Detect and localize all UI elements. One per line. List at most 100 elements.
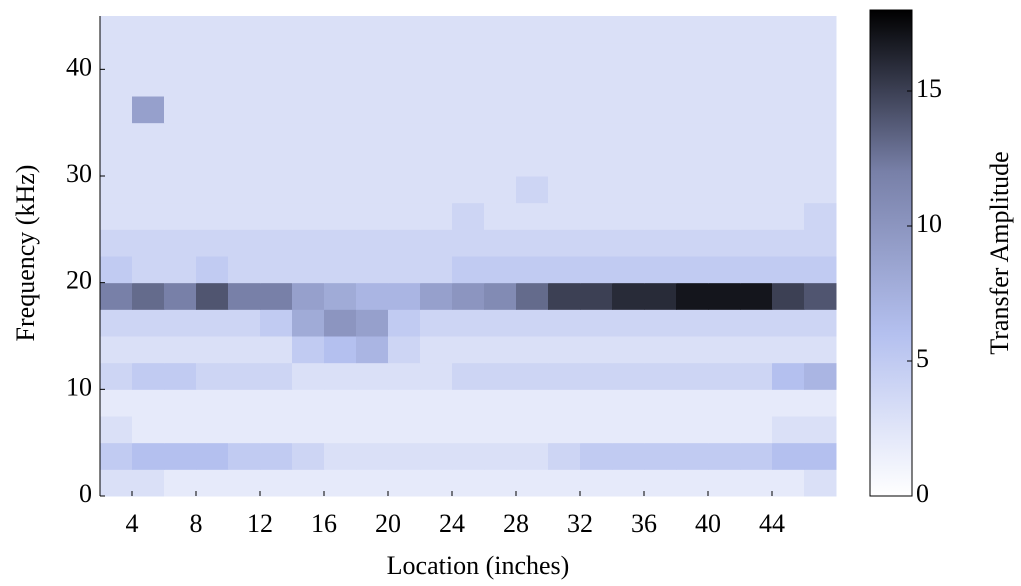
heatmap-cell <box>324 309 357 337</box>
heatmap-cell <box>228 256 261 284</box>
heatmap-cell <box>708 282 741 310</box>
heatmap-cell <box>356 96 389 124</box>
heatmap-cell <box>804 416 837 444</box>
heatmap-cell <box>260 469 293 497</box>
heatmap-cell <box>260 149 293 177</box>
heatmap-cell <box>356 42 389 70</box>
heatmap-cell <box>324 389 357 417</box>
heatmap-cell <box>196 42 229 70</box>
heatmap-cell <box>484 202 517 230</box>
heatmap-cell <box>516 202 549 230</box>
heatmap-cell <box>516 69 549 97</box>
heatmap-cell <box>612 202 645 230</box>
heatmap-cell <box>772 469 805 497</box>
heatmap-cell <box>228 309 261 337</box>
heatmap-cell <box>676 416 709 444</box>
heatmap-cell <box>228 282 261 310</box>
heatmap-cell <box>740 469 773 497</box>
heatmap-cell <box>548 202 581 230</box>
heatmap-cell <box>260 176 293 204</box>
heatmap-cell <box>420 469 453 497</box>
heatmap-cell <box>516 96 549 124</box>
heatmap-cell <box>452 389 485 417</box>
heatmap-cell <box>356 442 389 470</box>
heatmap-cell <box>676 69 709 97</box>
x-tick-label: 8 <box>190 509 203 538</box>
x-tick-label: 12 <box>247 509 273 538</box>
heatmap-cell <box>708 256 741 284</box>
heatmap-cell <box>420 96 453 124</box>
heatmap-cell <box>772 309 805 337</box>
heatmap-cell <box>452 362 485 390</box>
heatmap-cell <box>164 469 197 497</box>
heatmap-cell <box>548 122 581 150</box>
heatmap-cell <box>708 96 741 124</box>
heatmap-cell <box>292 282 325 310</box>
heatmap-cell <box>772 229 805 257</box>
heatmap-cell <box>772 176 805 204</box>
heatmap-cell <box>772 42 805 70</box>
heatmap-cell <box>804 362 837 390</box>
heatmap-cell <box>772 256 805 284</box>
heatmap-cell <box>548 256 581 284</box>
heatmap-cell <box>772 389 805 417</box>
heatmap-cell <box>612 282 645 310</box>
heatmap-cell <box>580 69 613 97</box>
heatmap-cell <box>676 122 709 150</box>
heatmap-cell <box>132 309 165 337</box>
heatmap-cell <box>740 442 773 470</box>
heatmap-cell <box>804 122 837 150</box>
heatmap-cell <box>388 42 421 70</box>
heatmap-cell <box>356 69 389 97</box>
heatmap-cell <box>164 309 197 337</box>
heatmap-cell <box>804 469 837 497</box>
heatmap-cell <box>772 416 805 444</box>
heatmap-cell <box>548 96 581 124</box>
colorbar <box>869 9 913 497</box>
heatmap-cell <box>324 96 357 124</box>
heatmap-cell <box>420 416 453 444</box>
heatmap-cell <box>612 336 645 364</box>
heatmap-cell <box>612 309 645 337</box>
heatmap-cell <box>420 16 453 44</box>
heatmap-cell <box>484 16 517 44</box>
heatmap-cell <box>388 469 421 497</box>
heatmap-cell <box>356 229 389 257</box>
heatmap-cell <box>388 149 421 177</box>
heatmap-cell <box>196 122 229 150</box>
heatmap-cell <box>740 69 773 97</box>
heatmap-cell <box>804 42 837 70</box>
heatmap-cell <box>100 149 133 177</box>
heatmap-cell <box>740 96 773 124</box>
heatmap-cell <box>292 309 325 337</box>
heatmap-cell <box>708 69 741 97</box>
heatmap-cell <box>452 16 485 44</box>
heatmap-cell <box>292 362 325 390</box>
heatmap-cell <box>420 309 453 337</box>
heatmap-cell <box>484 442 517 470</box>
heatmap-cell <box>164 256 197 284</box>
y-axis-label: Frequency (kHz) <box>11 165 40 342</box>
heatmap-cell <box>804 256 837 284</box>
heatmap-cell <box>740 389 773 417</box>
heatmap-cell <box>164 176 197 204</box>
heatmap-cell <box>580 282 613 310</box>
colorbar-tick-label: 0 <box>916 479 929 508</box>
heatmap-cell <box>260 282 293 310</box>
heatmap-cell <box>548 229 581 257</box>
heatmap-cell <box>100 309 133 337</box>
heatmap-cell <box>644 96 677 124</box>
heatmap-cell <box>580 96 613 124</box>
x-tick-label: 28 <box>503 509 529 538</box>
heatmap-cell <box>420 69 453 97</box>
heatmap-cell <box>484 69 517 97</box>
heatmap-cell <box>196 416 229 444</box>
heatmap-cell <box>164 96 197 124</box>
heatmap-cell <box>164 229 197 257</box>
heatmap-cell <box>740 309 773 337</box>
heatmap-cell <box>516 16 549 44</box>
heatmap-cell <box>356 202 389 230</box>
heatmap-cell <box>580 42 613 70</box>
heatmap-cell <box>644 389 677 417</box>
heatmap-cell <box>260 69 293 97</box>
